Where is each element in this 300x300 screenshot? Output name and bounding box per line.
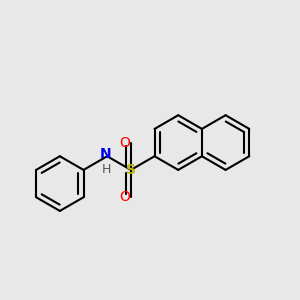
Text: S: S <box>126 163 136 177</box>
Text: O: O <box>119 136 130 150</box>
Text: N: N <box>100 147 112 161</box>
Text: H: H <box>101 164 111 176</box>
Text: O: O <box>119 190 130 204</box>
